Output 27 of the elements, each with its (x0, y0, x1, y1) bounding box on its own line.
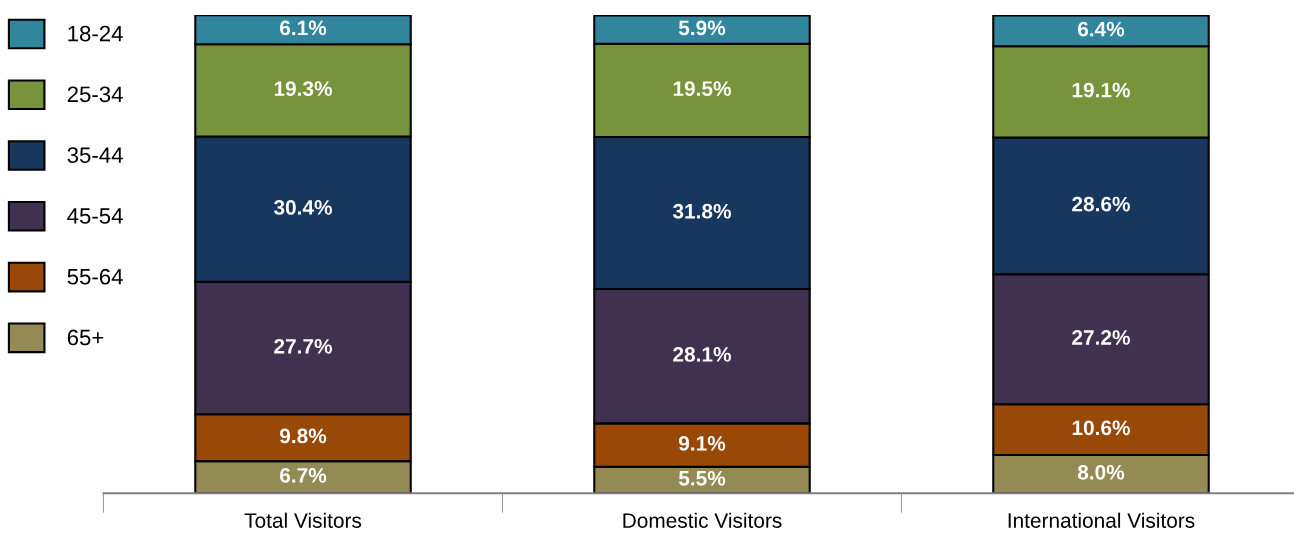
data-label: 27.2% (1072, 330, 1130, 345)
data-label: 9.1% (678, 435, 726, 451)
data-label: 6.1% (280, 20, 327, 36)
data-label: 28.1% (673, 347, 731, 362)
legend-label: 45-54 (67, 208, 123, 224)
x-tick-label: Total Visitors (244, 512, 362, 528)
data-label: 9.8% (279, 428, 327, 444)
data-label: 6.7% (280, 468, 327, 483)
data-label: 30.4% (273, 200, 332, 215)
data-label: 5.9% (678, 20, 726, 36)
x-tick-label: Domestic Visitors (623, 512, 782, 528)
legend-label: 18-24 (68, 25, 123, 42)
x-tick-label: International Visitors (1008, 512, 1195, 528)
data-label: 27.7% (274, 338, 332, 354)
legend-label: 55-64 (67, 268, 123, 285)
data-label: 19.5% (673, 81, 731, 96)
data-label: 31.8% (672, 203, 731, 219)
data-label: 5.5% (678, 470, 726, 486)
data-label: 6.4% (1078, 21, 1125, 37)
data-label: 8.0% (1077, 464, 1125, 480)
legend-label: 65+ (67, 329, 104, 346)
data-label: 19.1% (1072, 82, 1130, 98)
data-label: 19.3% (274, 81, 332, 97)
data-label: 10.6% (1072, 420, 1130, 436)
legend-label: 35-44 (67, 147, 123, 163)
legend-label: 25-34 (67, 86, 123, 103)
data-label: 28.6% (1072, 196, 1130, 212)
